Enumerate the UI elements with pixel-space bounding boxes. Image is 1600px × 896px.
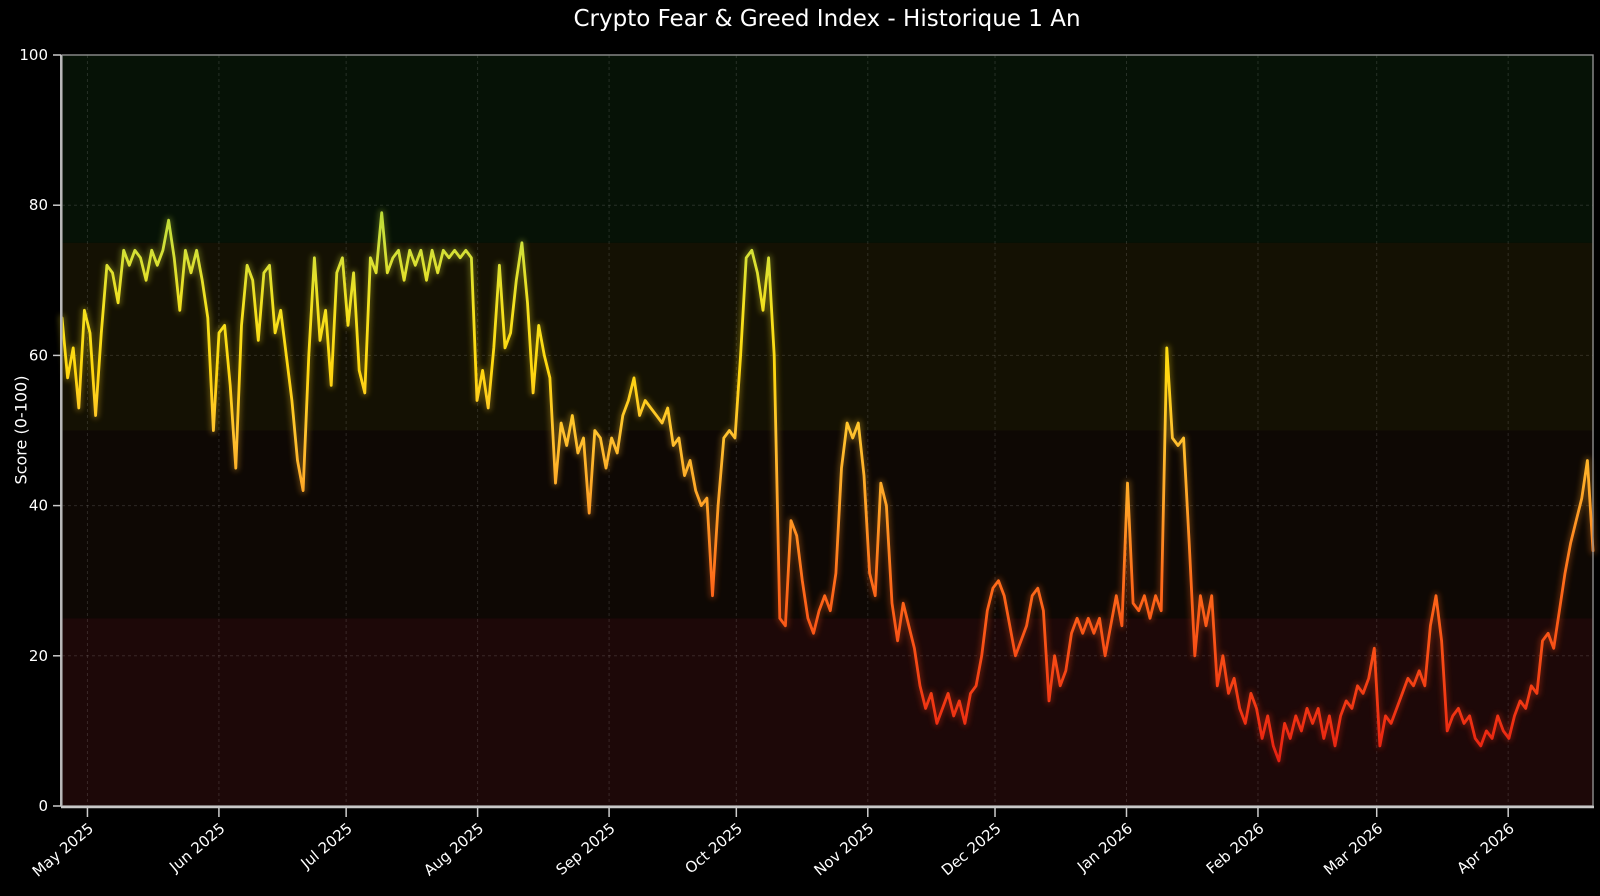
x-tick-label: Mar 2026 [1320,819,1386,879]
gridlines [62,55,1593,806]
x-tick-label: Feb 2026 [1203,819,1268,877]
y-tick-label: 0 [38,797,48,815]
series-line-fear-greed-score [60,211,1595,763]
chart-title: Crypto Fear & Greed Index - Historique 1… [573,6,1081,32]
x-tick-label: Jul 2025 [297,819,356,873]
y-tick-label: 100 [19,46,48,64]
band-fear [62,430,1593,619]
y-tick-label: 80 [29,196,48,214]
band-extreme-greed [62,55,1593,243]
x-tick-labels: May 2025 Jun 2025 Jul 2025 Aug 2025 Sep 2025… [29,819,1518,880]
x-tick-label: Sep 2025 [553,819,619,879]
y-tick-label: 20 [29,647,48,665]
x-tick-label: Nov 2025 [810,819,877,879]
y-tick-label: 40 [29,497,48,515]
x-tick-label: Jan 2026 [1073,819,1136,876]
plot-border [60,54,1594,809]
x-tick-label: Oct 2025 [682,819,746,877]
x-tick-label: Jun 2025 [165,819,228,876]
x-tick-label: Apr 2026 [1453,819,1517,877]
background-zone-bands [62,55,1593,806]
y-tick-labels: 0 20 40 60 80 100 [19,46,48,815]
tick-marks [53,54,1509,817]
band-extreme-fear [62,618,1593,806]
x-tick-label: Aug 2025 [420,819,487,879]
x-tick-label: Dec 2025 [938,819,1005,879]
x-tick-label: May 2025 [29,819,97,880]
y-tick-label: 60 [29,346,48,364]
